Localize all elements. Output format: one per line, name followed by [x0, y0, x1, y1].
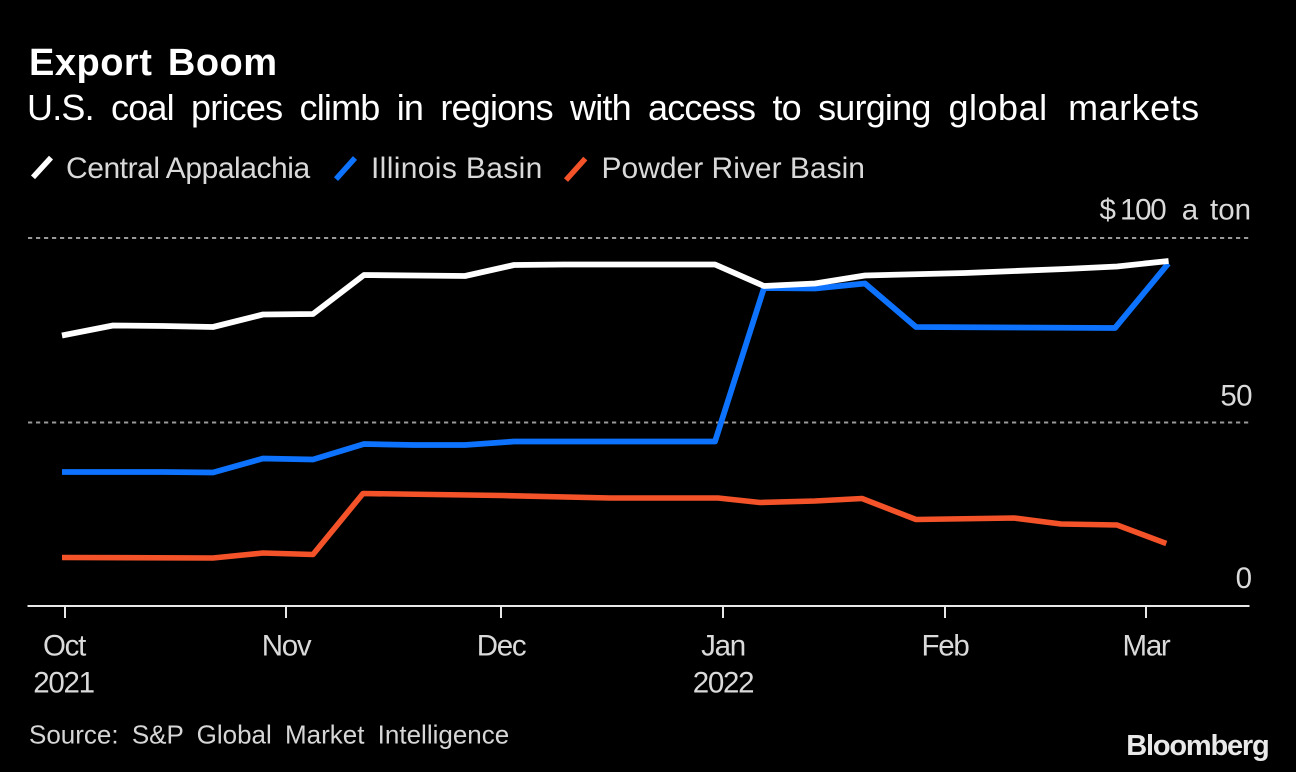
svg-text:Jan: Jan — [701, 630, 745, 663]
svg-text:Oct: Oct — [43, 630, 86, 663]
svg-text:2022: 2022 — [693, 667, 753, 700]
svg-text:Mar: Mar — [1123, 630, 1171, 663]
svg-text:0: 0 — [1236, 562, 1252, 595]
svg-text:ton: ton — [1210, 194, 1251, 227]
svg-text:Illinois Basin: Illinois Basin — [371, 152, 543, 185]
svg-text:Feb: Feb — [922, 630, 970, 663]
svg-text:Dec: Dec — [477, 630, 526, 663]
svg-text:a: a — [1182, 194, 1199, 227]
svg-text:50: 50 — [1220, 380, 1252, 413]
svg-text:Powder River Basin: Powder River Basin — [602, 152, 865, 185]
svg-text:Bloomberg: Bloomberg — [1126, 730, 1268, 762]
svg-text:U.S. coal prices climb in regi: U.S. coal prices climb in regions with a… — [27, 87, 931, 128]
svg-text:$: $ — [1100, 194, 1116, 227]
svg-text:global markets: global markets — [949, 87, 1200, 128]
svg-text:Central Appalachia: Central Appalachia — [66, 152, 311, 185]
svg-text:2021: 2021 — [33, 667, 93, 700]
svg-text:100: 100 — [1120, 194, 1166, 227]
svg-text:Source: S&P Global Market Inte: Source: S&P Global Market Intelligence — [29, 720, 509, 750]
svg-text:Nov: Nov — [262, 630, 312, 663]
svg-text:Export Boom: Export Boom — [29, 42, 278, 84]
